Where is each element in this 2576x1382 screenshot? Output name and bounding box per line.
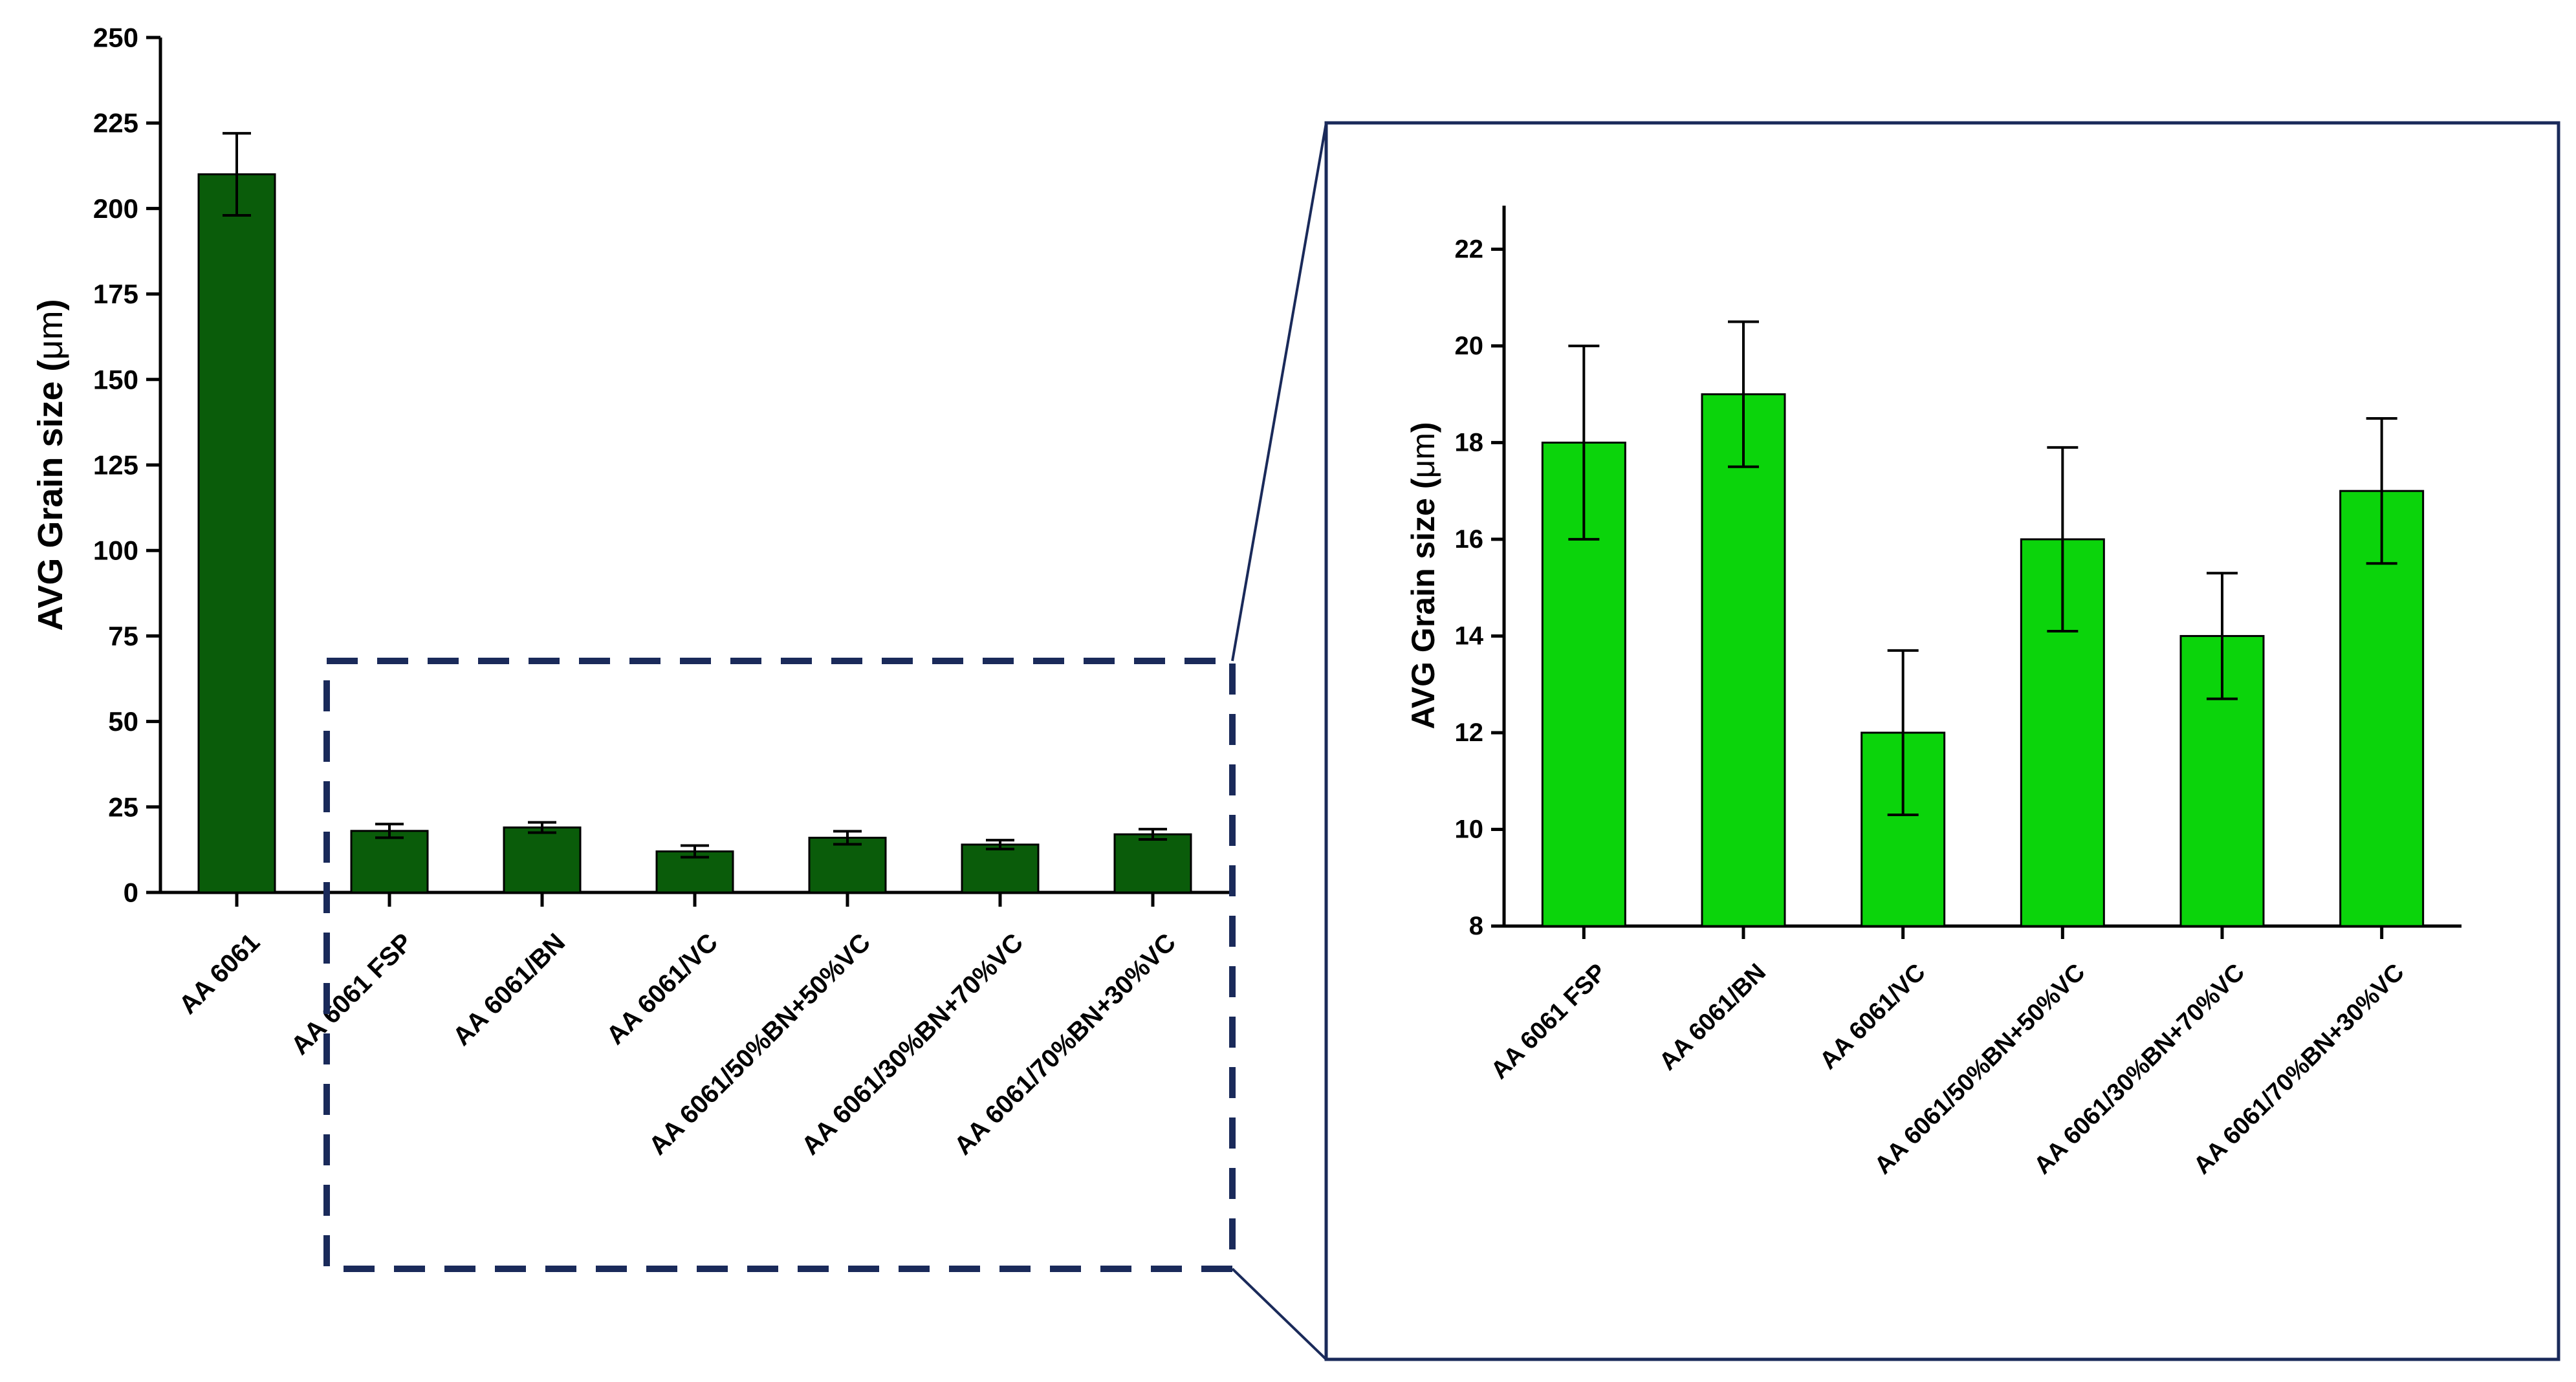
main-y-tick-label: 125 xyxy=(93,450,138,480)
main-y-tick-label: 150 xyxy=(93,364,138,394)
inset-x-tick-label: AA 6061 FSP xyxy=(1486,958,1611,1084)
main-y-tick-label: 75 xyxy=(108,621,138,651)
inset-x-tick-label: AA 6061/BN xyxy=(1654,958,1771,1075)
zoom-connector-top xyxy=(1231,122,1327,662)
main-y-tick-label: 0 xyxy=(124,878,138,908)
main-y-tick-label: 100 xyxy=(93,535,138,566)
main-chart: 0 25 50 75 100 125 150 175 200 225 250 AVG Grain si… xyxy=(31,23,1229,1160)
inset-y-axis-title-text: AVG Grain size ( xyxy=(1405,478,1441,729)
inset-y-axis-title-unit: μm xyxy=(1405,433,1441,478)
main-y-tick-label: 175 xyxy=(93,279,138,309)
inset-y-tick-label: 12 xyxy=(1455,718,1484,747)
main-y-tick-label: 200 xyxy=(93,193,138,224)
main-x-tick-label: AA 6061/VC xyxy=(601,928,723,1050)
inset-y-tick-label: 8 xyxy=(1469,912,1483,940)
inset-y-tick-label: 10 xyxy=(1455,815,1484,843)
main-x-tick-label: AA 6061 FSP xyxy=(286,928,419,1061)
main-bar xyxy=(808,836,887,894)
main-x-tick-label: AA 6061 xyxy=(173,928,265,1020)
inset-y-tick-label: 20 xyxy=(1455,332,1484,360)
zoom-overlay xyxy=(323,121,2560,1361)
main-bar xyxy=(961,843,1040,894)
main-y-axis-title-close: ) xyxy=(31,299,70,310)
main-x-tick-label: AA 6061/BN xyxy=(448,928,571,1051)
main-bar xyxy=(350,830,429,894)
main-y-tick-label: 50 xyxy=(108,706,138,737)
main-y-tick-label: 225 xyxy=(93,108,138,138)
main-y-axis-title-text: AVG Grain size ( xyxy=(31,360,70,631)
inset-y-axis-title: AVG Grain size (μm) xyxy=(1405,422,1441,729)
inset-frame xyxy=(1324,121,2560,1361)
main-bar xyxy=(503,826,582,894)
inset-y-axis-title-close: ) xyxy=(1405,422,1441,433)
main-bar xyxy=(1113,833,1192,894)
zoom-region-box xyxy=(323,658,1236,1272)
inset-y-tick-label: 16 xyxy=(1455,525,1484,554)
main-y-tick-label: 250 xyxy=(93,23,138,53)
main-y-axis-title-unit: μm xyxy=(31,310,70,360)
inset-bar xyxy=(1701,393,1786,927)
main-y-tick-label: 25 xyxy=(108,792,138,822)
main-y-axis-title: AVG Grain size (μm) xyxy=(31,299,70,631)
inset-y-tick-label: 14 xyxy=(1455,621,1484,650)
inset-x-tick-label: AA 6061/VC xyxy=(1815,958,1931,1075)
inset-chart: 8 10 12 14 16 18 20 22 AVG Grain size (μm) AA 606… xyxy=(1405,206,2461,1180)
inset-y-tick-label: 18 xyxy=(1455,428,1484,457)
inset-y-tick-label: 22 xyxy=(1455,235,1484,263)
main-bar xyxy=(197,173,276,894)
zoom-connector-bottom xyxy=(1231,1268,1327,1361)
